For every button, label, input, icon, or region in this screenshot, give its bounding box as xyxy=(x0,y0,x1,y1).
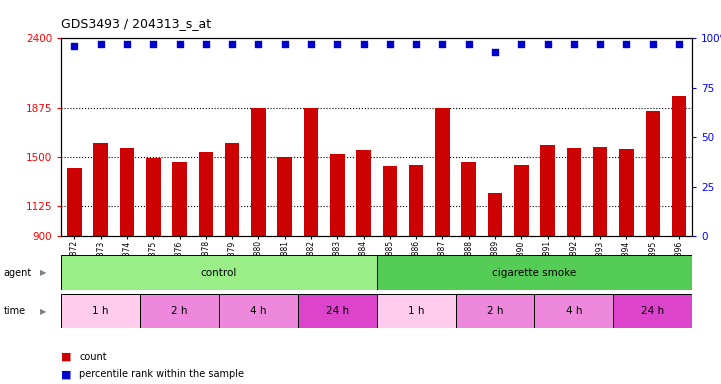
Bar xyxy=(140,294,219,328)
Point xyxy=(621,41,632,47)
Point xyxy=(200,41,212,47)
Bar xyxy=(198,152,213,236)
Text: ▶: ▶ xyxy=(40,268,46,277)
Bar xyxy=(61,294,140,328)
Point xyxy=(568,41,580,47)
Text: time: time xyxy=(4,306,26,316)
Text: 4 h: 4 h xyxy=(565,306,582,316)
Point xyxy=(463,41,474,47)
Bar xyxy=(67,167,81,236)
Text: ■: ■ xyxy=(61,369,72,379)
Text: percentile rank within the sample: percentile rank within the sample xyxy=(79,369,244,379)
Bar xyxy=(146,158,161,236)
Bar xyxy=(456,294,534,328)
Bar xyxy=(593,147,607,236)
Text: count: count xyxy=(79,352,107,362)
Bar xyxy=(225,142,239,236)
Bar xyxy=(356,151,371,236)
Text: 24 h: 24 h xyxy=(326,306,349,316)
Text: 24 h: 24 h xyxy=(641,306,664,316)
Bar xyxy=(461,162,476,236)
Bar xyxy=(94,142,108,236)
Bar xyxy=(172,162,187,236)
Point xyxy=(594,41,606,47)
Text: 2 h: 2 h xyxy=(172,306,188,316)
Bar xyxy=(298,294,377,328)
Point xyxy=(148,41,159,47)
Bar xyxy=(383,166,397,236)
Bar xyxy=(488,193,503,236)
Point xyxy=(647,41,658,47)
Bar xyxy=(614,294,692,328)
Bar xyxy=(377,294,456,328)
Bar xyxy=(567,148,581,236)
Text: control: control xyxy=(201,268,237,278)
Bar xyxy=(219,294,298,328)
Point xyxy=(358,41,369,47)
Bar xyxy=(251,108,265,236)
Point xyxy=(279,41,291,47)
Point xyxy=(332,41,343,47)
Point xyxy=(174,41,185,47)
Point xyxy=(437,41,448,47)
Bar xyxy=(540,145,555,236)
Point xyxy=(410,41,422,47)
Text: ▶: ▶ xyxy=(40,306,46,316)
Bar xyxy=(61,255,377,290)
Point xyxy=(673,41,685,47)
Bar xyxy=(409,165,423,236)
Bar xyxy=(534,294,614,328)
Bar xyxy=(514,165,528,236)
Bar xyxy=(645,111,660,236)
Text: agent: agent xyxy=(4,268,32,278)
Point xyxy=(541,41,553,47)
Point xyxy=(68,43,80,50)
Point xyxy=(121,41,133,47)
Text: ■: ■ xyxy=(61,352,72,362)
Bar xyxy=(435,108,450,236)
Bar xyxy=(120,148,134,236)
Point xyxy=(226,41,238,47)
Point xyxy=(95,41,107,47)
Bar xyxy=(304,108,318,236)
Point xyxy=(516,41,527,47)
Bar xyxy=(278,157,292,236)
Bar xyxy=(672,96,686,236)
Text: 1 h: 1 h xyxy=(92,306,109,316)
Text: 1 h: 1 h xyxy=(408,306,425,316)
Text: cigarette smoke: cigarette smoke xyxy=(492,268,577,278)
Point xyxy=(252,41,264,47)
Point xyxy=(490,49,501,55)
Point xyxy=(384,41,396,47)
Bar xyxy=(619,149,634,236)
Point xyxy=(305,41,317,47)
Bar xyxy=(377,255,692,290)
Bar xyxy=(330,154,345,236)
Text: GDS3493 / 204313_s_at: GDS3493 / 204313_s_at xyxy=(61,17,211,30)
Text: 4 h: 4 h xyxy=(250,306,267,316)
Text: 2 h: 2 h xyxy=(487,306,503,316)
